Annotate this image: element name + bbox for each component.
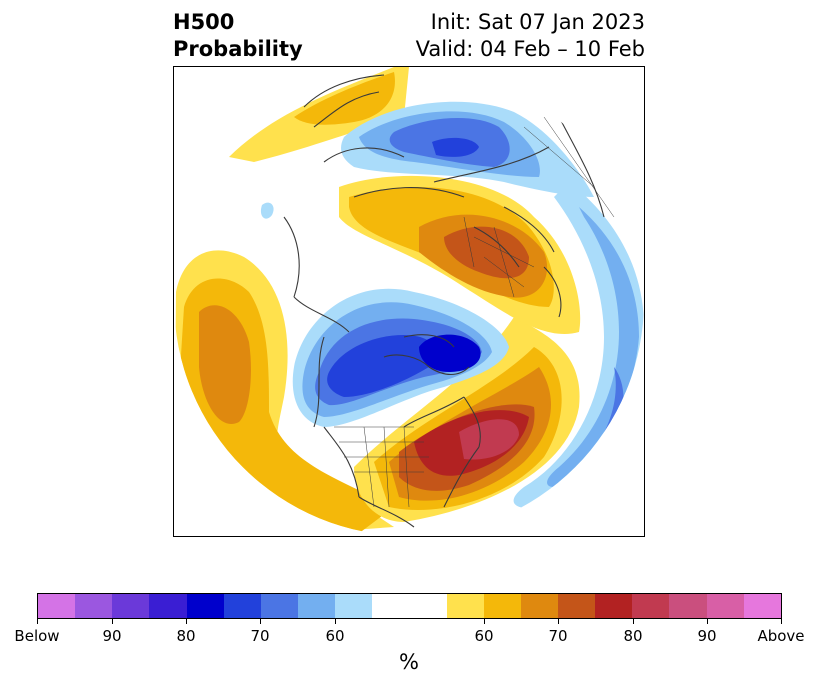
colorbar-segment	[743, 594, 781, 618]
colorbar-tick-mark	[335, 619, 336, 624]
coastlines	[283, 74, 605, 528]
colorbar-tick-label: Above	[757, 627, 805, 645]
colorbar-segment	[186, 594, 224, 618]
colorbar-segment	[75, 594, 113, 618]
colorbar-segment	[483, 594, 521, 618]
colorbar-segment	[632, 594, 670, 618]
colorbar-tick-mark	[260, 619, 261, 624]
small-cold-patch	[260, 202, 274, 219]
colorbar-segment	[38, 594, 76, 618]
colorbar-tick-mark	[558, 619, 559, 624]
colorbar-tick-mark	[186, 619, 187, 624]
colorbar-segment	[595, 594, 633, 618]
cold-anomaly-siberia	[341, 101, 594, 197]
colorbar-tick-label: 70	[250, 627, 270, 645]
colorbar-segment	[706, 594, 744, 618]
colorbar-tick-mark	[633, 619, 634, 624]
colorbar-tick-label: 60	[474, 627, 494, 645]
colorbar-segment	[520, 594, 558, 618]
colorbar-tick-label: 90	[697, 627, 717, 645]
warm-anomaly-east	[354, 317, 580, 522]
colorbar-segment	[557, 594, 596, 618]
colorbar-segment	[297, 594, 336, 618]
colorbar-tick-label: 60	[325, 627, 345, 645]
colorbar-tick-label: 80	[623, 627, 643, 645]
init-date: Init: Sat 07 Jan 2023	[430, 10, 645, 34]
probability-colorbar	[37, 593, 782, 619]
colorbar-tick-mark	[707, 619, 708, 624]
colorbar-tick-mark	[781, 619, 782, 624]
colorbar-segment	[260, 594, 298, 618]
forecast-dates: Init: Sat 07 Jan 2023 Valid: 04 Feb – 10…	[416, 9, 645, 63]
colorbar-segment	[335, 594, 373, 618]
cold-anomaly-arctic	[292, 288, 509, 427]
colorbar-tick-label: Below	[14, 627, 60, 645]
colorbar-tick-label: 90	[102, 627, 122, 645]
colorbar-segment	[372, 594, 447, 618]
colorbar-segment	[112, 594, 150, 618]
warm-anomaly-north	[229, 67, 581, 334]
colorbar-segment	[669, 594, 707, 618]
probability-map	[173, 66, 645, 537]
valid-range: Valid: 04 Feb – 10 Feb	[415, 37, 645, 61]
map-canvas	[174, 67, 644, 536]
map-title: H500 Probability	[173, 10, 303, 61]
colorbar-segment	[223, 594, 261, 618]
colorbar-unit: %	[399, 650, 419, 674]
colorbar-tick-label: 80	[176, 627, 196, 645]
colorbar-tick-mark	[484, 619, 485, 624]
colorbar-tick-mark	[37, 619, 38, 624]
colorbar-segment	[149, 594, 187, 618]
colorbar-tick-label: 70	[548, 627, 568, 645]
colorbar-tick-mark	[112, 619, 113, 624]
colorbar-segment	[446, 594, 484, 618]
